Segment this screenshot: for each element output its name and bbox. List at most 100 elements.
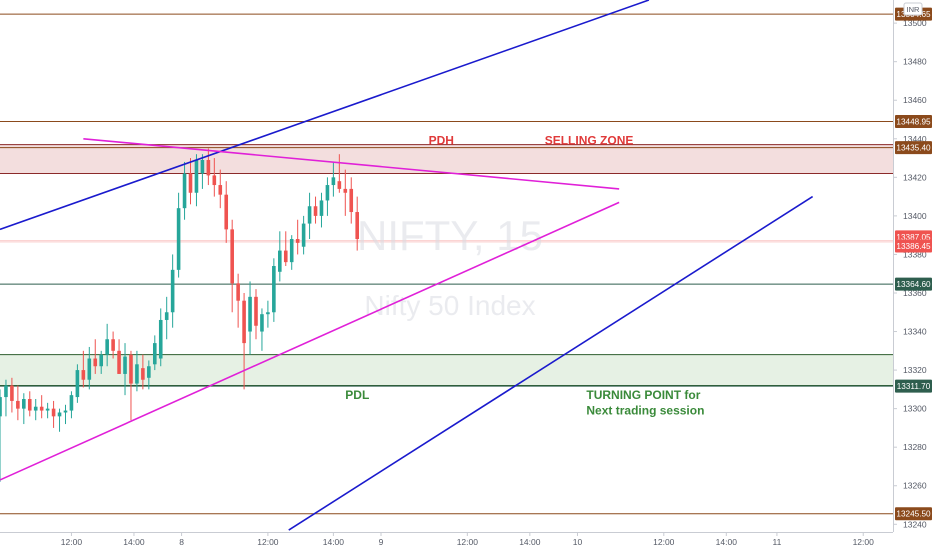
candle-body-bull bbox=[152, 343, 157, 365]
candle-body-bull bbox=[176, 208, 181, 270]
price-badge-label: 13387.05 bbox=[896, 233, 931, 242]
candle-body-bull bbox=[331, 177, 336, 186]
y-tick-label: 13360 bbox=[903, 288, 927, 298]
x-tick-label: 11 bbox=[772, 537, 781, 547]
price-badge-bg bbox=[895, 141, 932, 155]
currency-badge-bg bbox=[903, 2, 923, 16]
price-badge-bg bbox=[895, 277, 932, 291]
x-tick-label: 12:00 bbox=[653, 537, 675, 547]
candle-body-bull bbox=[123, 356, 127, 374]
x-tick-label: 14:00 bbox=[323, 537, 345, 547]
x-tick-label: 12:00 bbox=[853, 537, 875, 547]
x-tick-label: 12:00 bbox=[257, 537, 279, 547]
y-tick-label: 13340 bbox=[903, 327, 927, 337]
x-tick-label: 8 bbox=[179, 537, 184, 547]
zone-1 bbox=[0, 354, 893, 386]
candle-body-bull bbox=[158, 319, 163, 359]
y-tick-label: 13460 bbox=[903, 95, 927, 105]
candle-body-bull bbox=[147, 366, 151, 378]
price-badge-label: 13364.60 bbox=[896, 280, 931, 289]
candle-body-bull bbox=[272, 266, 276, 313]
y-tick-label: 13500 bbox=[903, 18, 927, 28]
candle-body-bear bbox=[81, 370, 86, 380]
candle-body-bear bbox=[337, 181, 342, 189]
candle-body-bear bbox=[129, 354, 133, 384]
annotation-turning-point-for: TURNING POINT for bbox=[586, 388, 700, 402]
candle-body-bear bbox=[27, 399, 32, 411]
candle-body-bear bbox=[224, 194, 229, 230]
candle-body-bear bbox=[51, 408, 56, 417]
candle-body-bull bbox=[75, 370, 80, 398]
candle-body-bear bbox=[242, 300, 246, 344]
annotation-pdl: PDL bbox=[345, 388, 369, 402]
price-badge-label: 13245.50 bbox=[896, 510, 931, 519]
trendline-3 bbox=[0, 201, 620, 481]
candle-body-bear bbox=[355, 212, 359, 240]
candle-body-bull bbox=[33, 406, 38, 411]
candle-body-bear bbox=[111, 339, 115, 351]
y-tick-label: 13420 bbox=[903, 172, 927, 182]
trendline-0 bbox=[0, 0, 650, 231]
x-tick-label: 10 bbox=[573, 537, 583, 547]
y-tick-label: 13480 bbox=[903, 57, 927, 67]
x-tick-label: 12:00 bbox=[61, 537, 83, 547]
y-tick-label: 13280 bbox=[903, 442, 927, 452]
price-badge-label: 13386.45 bbox=[896, 242, 931, 251]
time-axis-bg bbox=[0, 532, 932, 550]
candle-body-bear bbox=[39, 406, 44, 411]
x-tick-label: 14:00 bbox=[519, 537, 541, 547]
candle-body-bull bbox=[248, 296, 252, 332]
candle-body-bear bbox=[313, 206, 318, 216]
annotation-pdh: PDH bbox=[429, 134, 454, 148]
annotation-next-trading-session: Next trading session bbox=[586, 403, 704, 417]
candle-body-bull bbox=[266, 312, 270, 315]
candle-body-bull bbox=[260, 314, 264, 332]
candle-body-bull bbox=[4, 385, 8, 398]
candle-body-bull bbox=[170, 269, 175, 313]
candle-body-bear bbox=[212, 175, 217, 186]
candle-body-bear bbox=[349, 188, 354, 213]
candle-body-bull bbox=[87, 358, 92, 380]
y-tick-label: 13240 bbox=[903, 519, 927, 529]
price-badge-bg bbox=[895, 115, 932, 129]
candle-body-bull bbox=[105, 339, 109, 355]
price-badge-bg bbox=[895, 507, 932, 521]
candle-body-bull bbox=[99, 354, 104, 367]
candle-body-bull bbox=[200, 159, 205, 174]
candle-body-bull bbox=[69, 395, 74, 411]
currency-badge-label: INR bbox=[907, 5, 921, 14]
candle-body-bear bbox=[218, 185, 223, 195]
candle-body-bear bbox=[295, 239, 300, 243]
candle-body-bear bbox=[10, 385, 14, 401]
y-tick-label: 13440 bbox=[903, 134, 927, 144]
x-tick-label: 9 bbox=[379, 537, 384, 547]
candle-body-bull bbox=[319, 200, 324, 216]
price-badge-label: 13435.40 bbox=[896, 144, 931, 153]
candle-body-bull bbox=[22, 399, 26, 409]
y-tick-label: 13380 bbox=[903, 249, 927, 259]
price-badge-label: 13311.70 bbox=[897, 382, 931, 391]
x-tick-label: 14:00 bbox=[123, 537, 145, 547]
candle-body-bear bbox=[117, 350, 121, 374]
candle-body-bear bbox=[230, 229, 234, 284]
y-tick-label: 13260 bbox=[903, 481, 927, 491]
zone-0 bbox=[0, 144, 893, 174]
candle-body-bear bbox=[188, 173, 193, 193]
y-tick-label: 13300 bbox=[903, 404, 927, 414]
y-tick-label: 13400 bbox=[903, 211, 927, 221]
watermark-name: Nifty 50 Index bbox=[364, 290, 535, 321]
candle-body-bear bbox=[343, 188, 348, 193]
annotation-selling-zone: SELLING ZONE bbox=[545, 134, 634, 148]
candle-body-bull bbox=[194, 159, 199, 193]
y-tick-label: 13320 bbox=[903, 365, 927, 375]
candle-body-bear bbox=[236, 283, 240, 301]
x-tick-label: 14:00 bbox=[716, 537, 738, 547]
candle-body-bull bbox=[301, 223, 306, 247]
price-badge-label: 13448.95 bbox=[896, 118, 931, 127]
candle-body-bull bbox=[45, 408, 50, 411]
price-badge-bg bbox=[895, 239, 932, 253]
candle-body-bear bbox=[16, 400, 20, 409]
candle-body-bear bbox=[283, 250, 288, 263]
